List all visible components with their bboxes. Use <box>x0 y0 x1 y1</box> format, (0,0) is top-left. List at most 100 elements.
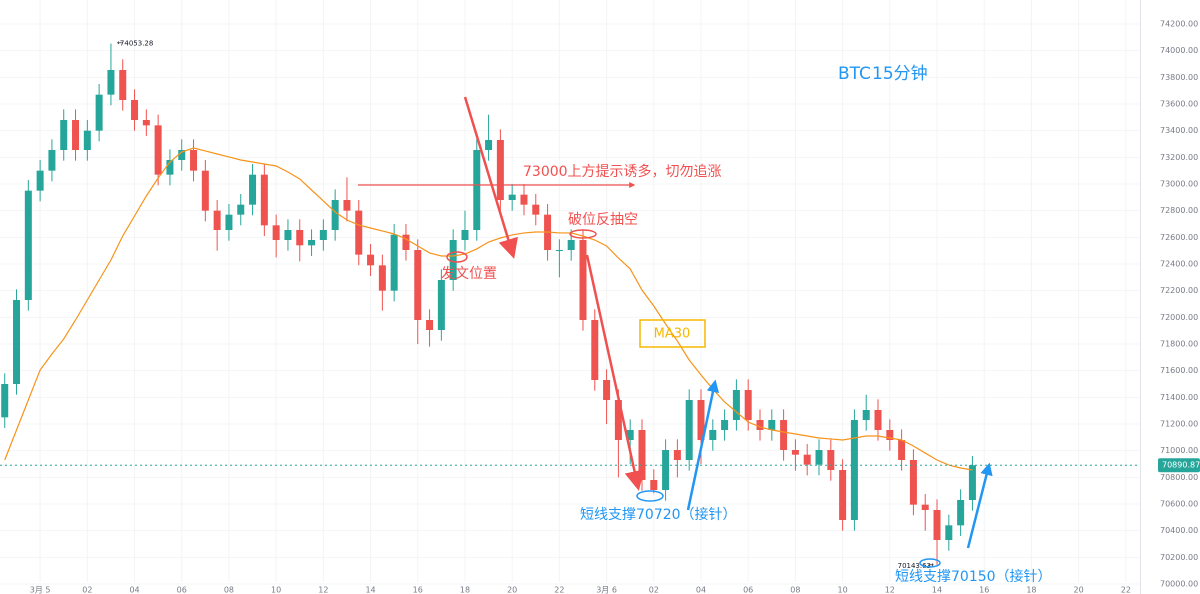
candle-body <box>697 400 705 440</box>
candle-body <box>780 420 788 450</box>
x-tick-label: 02 <box>649 586 659 594</box>
candle-body <box>650 480 658 490</box>
candle-body <box>36 170 44 191</box>
candle-body <box>827 450 835 470</box>
y-tick-label: 71800.00 <box>1160 340 1198 349</box>
y-tick-label: 72800.00 <box>1160 206 1198 215</box>
marker-ellipse <box>919 558 941 568</box>
candle-body <box>803 454 811 465</box>
candle-body <box>791 450 799 455</box>
x-tick-label: 3月 5 <box>30 586 51 594</box>
y-tick-label: 73400.00 <box>1160 126 1198 135</box>
candle-body <box>532 204 540 215</box>
high-arrow: ← <box>117 39 123 47</box>
candle-body <box>119 70 127 100</box>
x-tick-label: 18 <box>460 586 470 594</box>
annotation: 短线支撑70720（接针） <box>580 506 737 523</box>
arrow <box>585 254 645 491</box>
candle-body <box>272 225 280 240</box>
candle-body <box>508 194 516 200</box>
candle-body <box>390 234 398 291</box>
candle-body <box>201 170 209 211</box>
candle-body <box>343 200 351 211</box>
candle-body <box>874 410 882 430</box>
x-tick-label: 22 <box>1121 586 1131 594</box>
candle-body <box>190 150 198 171</box>
candle-body <box>815 450 823 465</box>
candle-body <box>461 230 469 240</box>
last-price-box <box>1158 458 1200 473</box>
x-tick-label: 22 <box>554 586 564 594</box>
candle-body <box>579 240 587 320</box>
plot: 74053.28 70143.63 70890.87 <box>0 40 1200 570</box>
y-tick-label: 70400.00 <box>1160 526 1198 535</box>
candle-body <box>1 384 9 418</box>
candle-body <box>213 210 221 230</box>
y-tick-label: 73200.00 <box>1160 153 1198 162</box>
y-tick-label: 73000.00 <box>1160 180 1198 189</box>
candle-body <box>614 400 622 440</box>
x-tick-label: 12 <box>885 586 895 594</box>
x-tick-label: 06 <box>177 586 187 594</box>
x-tick-label: 12 <box>318 586 328 594</box>
ma-line <box>4 147 973 471</box>
annotation: MA30 <box>654 327 691 342</box>
candle-body <box>473 150 481 230</box>
arrow <box>686 379 720 511</box>
x-tick-label: 14 <box>365 586 375 594</box>
marker-ellipse <box>636 490 664 502</box>
marker-ellipse <box>569 229 597 239</box>
candle-body <box>685 400 693 460</box>
candle-body <box>237 204 245 215</box>
y-tick-label: 72200.00 <box>1160 286 1198 295</box>
candle-body <box>591 320 599 380</box>
candle-body <box>260 174 268 226</box>
ma-box <box>639 319 706 348</box>
arrow <box>966 462 993 549</box>
candle-body <box>24 190 32 300</box>
candle-body <box>603 380 611 400</box>
annotation: 破位反抽空 <box>568 212 638 228</box>
y-tick-label: 73600.00 <box>1160 100 1198 109</box>
candle-body <box>178 150 186 160</box>
x-tick-label: 02 <box>82 586 92 594</box>
candle-body <box>378 265 386 291</box>
candle-body <box>485 140 493 150</box>
x-tick-label: 14 <box>932 586 942 594</box>
candle-body <box>402 234 410 250</box>
candle-body <box>732 390 740 420</box>
candle-body <box>839 470 847 520</box>
x-tick-label: 08 <box>224 586 234 594</box>
x-tick-label: 16 <box>979 586 989 594</box>
annotation: 短线支撑70150（接针） <box>895 568 1052 585</box>
candle-body <box>721 420 729 430</box>
x-tick-label: 06 <box>743 586 753 594</box>
candle-body <box>166 160 174 175</box>
x-tick-label: 08 <box>790 586 800 594</box>
candle-body <box>626 430 634 440</box>
candle-body <box>909 460 917 505</box>
candle-body <box>319 230 327 240</box>
candle-body <box>886 430 894 440</box>
candle-body <box>225 214 233 230</box>
y-tick-label: 71600.00 <box>1160 366 1198 375</box>
y-tick-label: 74200.00 <box>1160 20 1198 29</box>
y-tick-label: 71000.00 <box>1160 446 1198 455</box>
arrow <box>463 96 518 259</box>
candle-body <box>437 280 445 330</box>
candle-body <box>638 430 646 480</box>
marker-ellipse <box>446 251 468 263</box>
candle-body <box>744 390 752 420</box>
last-price-label: 70890.87 <box>1162 461 1200 470</box>
candle-body <box>709 430 717 440</box>
y-tick-label: 72000.00 <box>1160 313 1198 322</box>
candle-body <box>95 94 103 131</box>
candle-body <box>898 440 906 460</box>
candle-body <box>555 250 563 251</box>
y-tick-label: 72600.00 <box>1160 233 1198 242</box>
candle-body <box>426 320 434 330</box>
candle-body <box>520 194 528 205</box>
candle-body <box>154 125 162 175</box>
annotation: 发文位置 <box>441 266 497 282</box>
